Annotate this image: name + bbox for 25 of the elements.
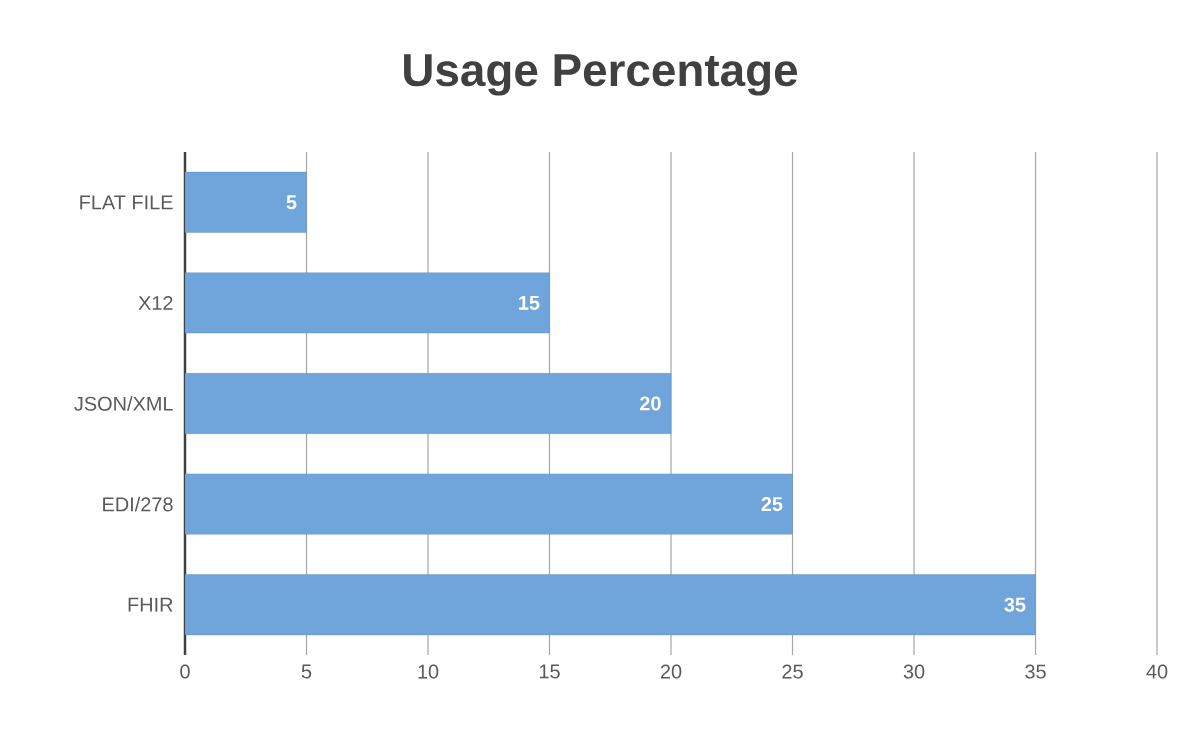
bar	[185, 574, 1036, 636]
x-tick-label: 25	[782, 664, 803, 679]
y-tick-label: FHIR	[128, 597, 173, 612]
data-label: 20	[640, 396, 661, 411]
x-tick-label: 0	[180, 664, 190, 679]
x-tick-label: 35	[1025, 664, 1046, 679]
chart-title: Usage Percentage	[404, 54, 798, 96]
x-tick-label: 20	[660, 664, 682, 679]
data-label: 5	[286, 195, 297, 210]
y-tick-label: JSON/XML	[74, 396, 173, 411]
data-label: 35	[1004, 597, 1026, 612]
data-label: 25	[761, 497, 783, 512]
x-tick-label: 30	[903, 664, 925, 679]
x-tick-label: 15	[539, 664, 560, 679]
y-tick-label: FLAT FILE	[80, 195, 173, 210]
x-tick-label: 10	[418, 664, 439, 679]
bar	[185, 171, 307, 233]
x-tick-label: 5	[301, 664, 312, 679]
x-tick-label: 40	[1146, 664, 1168, 679]
y-tick-label: EDI/278	[103, 496, 173, 512]
bar	[185, 272, 550, 334]
bar	[185, 473, 793, 535]
bar	[185, 373, 672, 434]
data-label: 15	[519, 295, 540, 310]
y-tick-label: X12	[138, 295, 173, 310]
